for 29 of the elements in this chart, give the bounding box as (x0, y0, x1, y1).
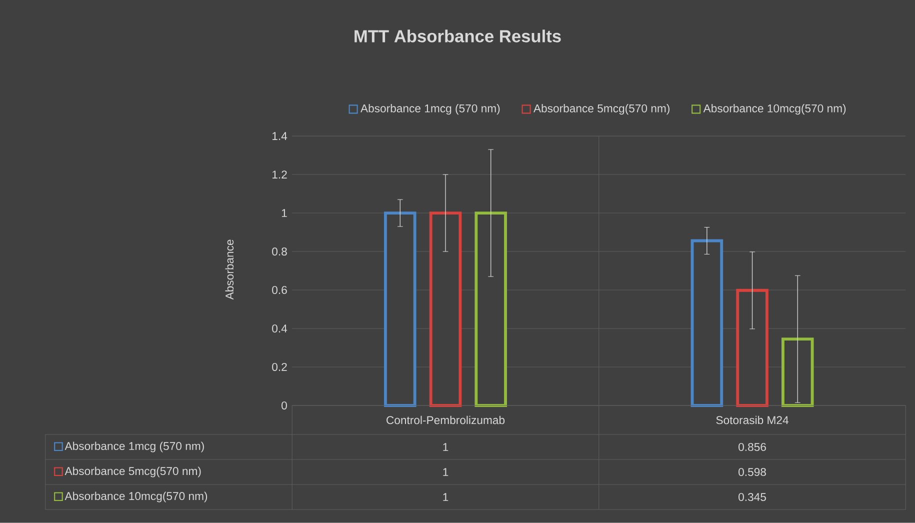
chart-title: MTT Absorbance Results (354, 30, 561, 42)
data-label: 1 (443, 493, 448, 501)
y-tick-label: 0.6 (272, 286, 287, 294)
bar (690, 239, 724, 408)
data-label: 0.598 (738, 468, 766, 476)
bar (474, 212, 507, 408)
y-tick-label: 1 (282, 209, 287, 217)
bar (384, 212, 416, 408)
x-tick-label: Sotorasib M24 (716, 416, 788, 424)
data-label: 0.345 (738, 493, 766, 502)
y-axis-title: Absorbance (225, 240, 234, 300)
y-tick-label: 0.2 (272, 363, 287, 372)
x-tick-label: Control-Pembrolizumab (386, 416, 505, 424)
text: Absorbance 10mcg(570 nm) (64, 492, 208, 502)
data-label: 1 (443, 468, 448, 476)
legend-label: Absorbance 10mcg(570 nm) (703, 104, 846, 115)
y-tick-label: 0.8 (272, 248, 287, 256)
y-tick-label: 1.4 (272, 132, 288, 140)
y-tick-label: 1.2 (272, 170, 287, 179)
data-label: 1 (443, 443, 448, 451)
y-tick-label: 0 (282, 402, 287, 410)
text: Absorbance 5mcg(570 nm) (64, 466, 201, 478)
text: Absorbance 1mcg (570 nm) (64, 442, 204, 452)
bar (736, 288, 768, 408)
data-label: 0.856 (738, 443, 766, 452)
legend-label: Absorbance 1mcg (570 nm) (360, 104, 500, 115)
legend-label: Absorbance 5mcg(570 nm) (533, 104, 670, 115)
y-tick-label: 0.4 (272, 324, 288, 333)
bar (429, 212, 462, 408)
